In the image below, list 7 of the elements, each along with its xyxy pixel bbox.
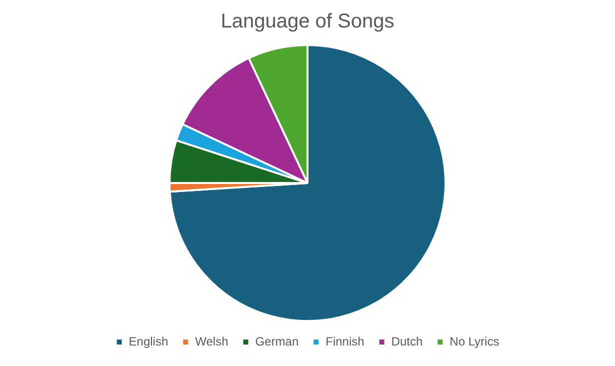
legend-label: Finnish bbox=[326, 334, 364, 348]
legend-label: No Lyrics bbox=[450, 334, 500, 348]
legend-label: Dutch bbox=[391, 334, 423, 348]
legend-label: Welsh bbox=[195, 334, 228, 348]
legend-label: German bbox=[255, 334, 299, 348]
chart-title: Language of Songs bbox=[220, 10, 394, 33]
legend-label: English bbox=[128, 334, 168, 348]
